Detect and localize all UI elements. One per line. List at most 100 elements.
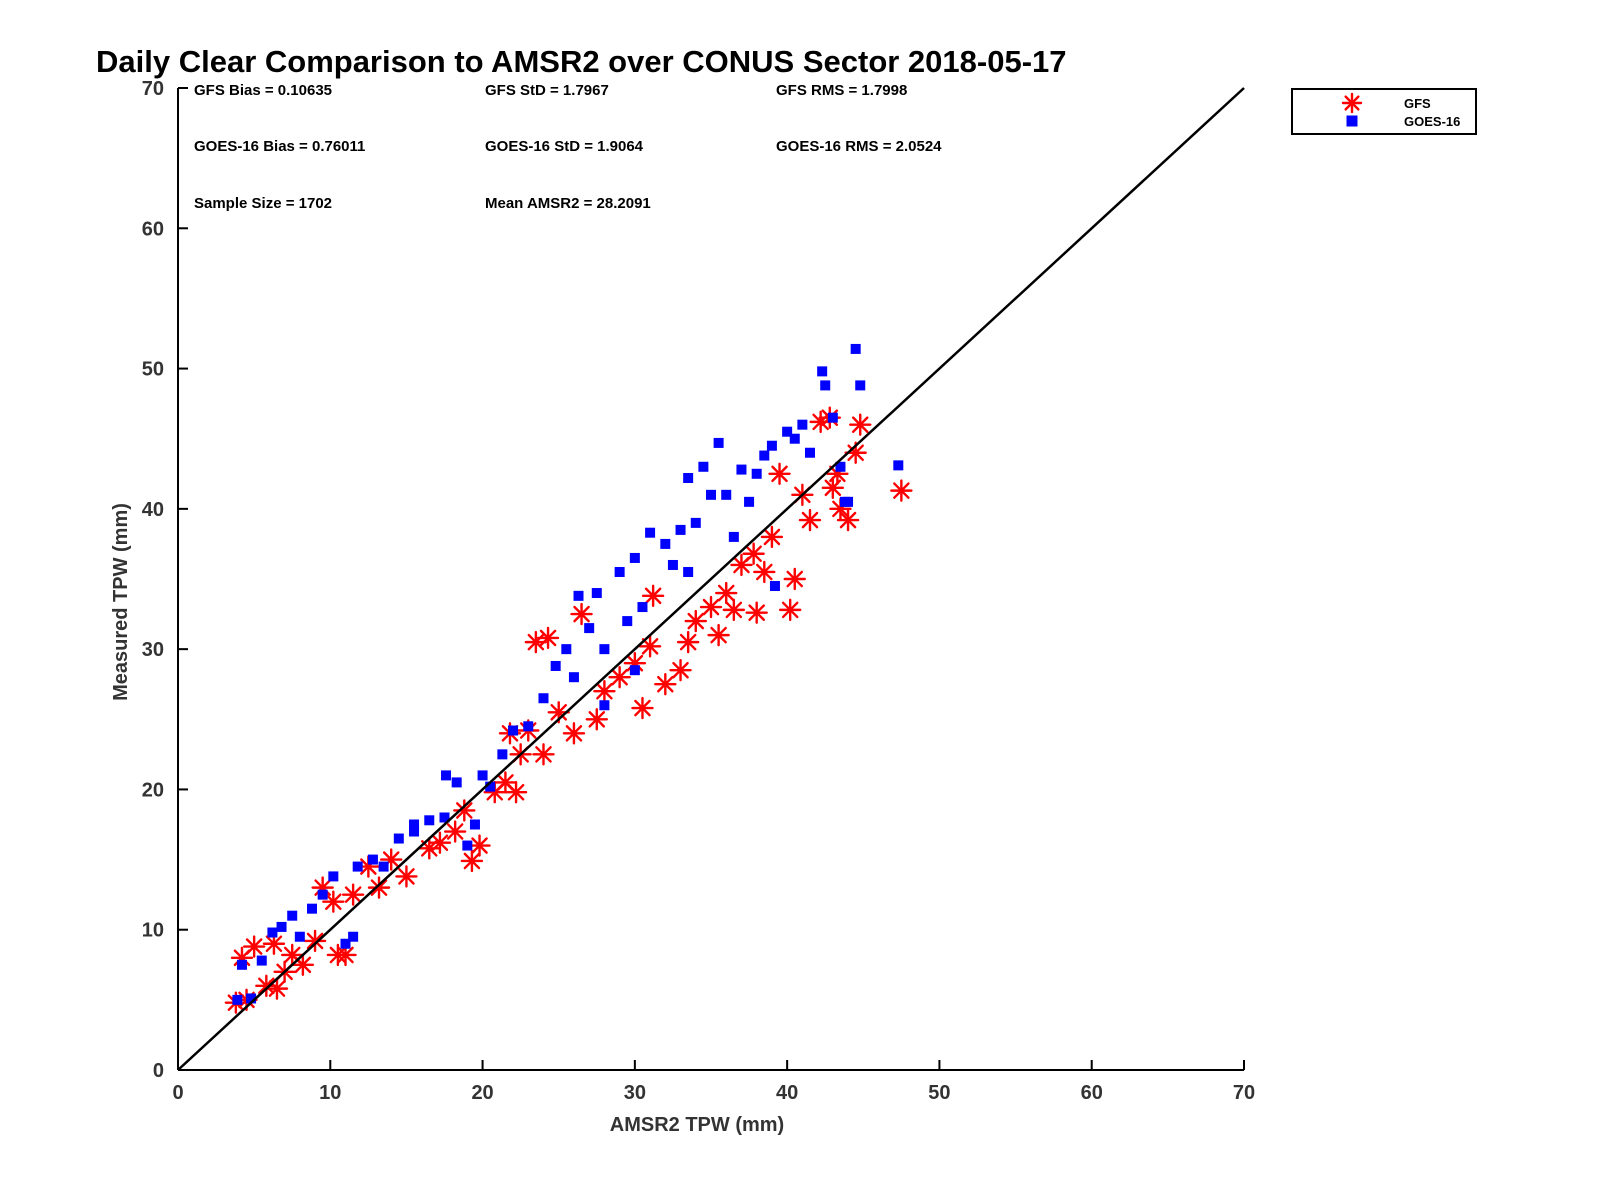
goes16-point (568, 672, 579, 683)
goes16-point (294, 931, 305, 942)
gfs-point (468, 834, 491, 857)
goes16-point (622, 616, 633, 627)
tick-labels: 0 10 20 30 40 50 60 70 0 10 20 30 40 50 60 70 (142, 78, 1255, 1104)
x-tick-label: 10 (319, 1082, 341, 1104)
x-tick-label: 0 (172, 1082, 183, 1104)
goes16-point (744, 496, 755, 507)
legend-gfs-marker (1341, 92, 1363, 114)
legend-label: GFS (1404, 96, 1431, 111)
gfs-point (341, 883, 365, 906)
gfs-point (844, 441, 867, 464)
goes16-point (751, 468, 762, 479)
goes16-point (328, 871, 339, 882)
gfs-point (593, 680, 616, 703)
gfs-bias-label: GFS Bias = 0.10635 (194, 82, 332, 99)
goes16-point (789, 433, 800, 444)
goes16-point (287, 910, 298, 921)
goes16-point (769, 581, 780, 592)
y-tick-label: 20 (142, 779, 164, 801)
goes16-point (232, 994, 243, 1005)
goes16-point (591, 588, 602, 599)
goes16-point (340, 938, 351, 949)
gfs-point (699, 595, 723, 619)
goes16-point (599, 700, 610, 711)
goes16-point (629, 665, 640, 676)
gfs-point (798, 508, 822, 532)
goes16-point (477, 770, 488, 781)
gfs-point (303, 929, 327, 953)
gfs-point (608, 666, 631, 689)
gfs-point (768, 462, 791, 485)
gfs-point (532, 743, 555, 766)
goes16-point (485, 781, 496, 792)
goes16-point (645, 527, 656, 538)
goes16-point (782, 426, 793, 437)
goes16-point (855, 380, 866, 391)
x-tick-label: 50 (928, 1082, 950, 1104)
goes16-point (469, 819, 480, 830)
gfs-point (242, 935, 266, 958)
y-tick-label: 60 (142, 218, 164, 240)
goes16-point (660, 538, 671, 549)
goes16-bias-label: GOES-16 Bias = 0.76011 (194, 138, 365, 155)
goes16-point (439, 812, 450, 823)
gfs-point (715, 581, 738, 605)
goes16-point (538, 693, 549, 704)
goes16-point (348, 931, 359, 942)
y-tick-label: 70 (142, 78, 164, 100)
goes16-point (706, 489, 716, 500)
gfs-point (778, 598, 802, 622)
goes16-point (409, 819, 420, 830)
gfs-point (722, 598, 746, 622)
x-tick-label: 40 (776, 1082, 798, 1104)
goes16-point (451, 777, 462, 788)
goes16-point (817, 366, 828, 377)
goes16-point (698, 461, 709, 472)
gfs-point (753, 560, 776, 584)
goes16-point (352, 861, 363, 872)
gfs-point (453, 799, 476, 822)
goes16-point (584, 623, 595, 634)
gfs-point (684, 609, 707, 633)
goes16-point (236, 959, 247, 970)
gfs-point (676, 630, 700, 654)
x-axis-label: AMSR2 TPW (mm) (610, 1114, 784, 1136)
goes16-point (736, 464, 747, 475)
gfs-point (428, 831, 452, 854)
goes16-point (246, 993, 257, 1004)
goes16-point (497, 749, 508, 760)
gfs-point (322, 890, 345, 913)
gfs-point (836, 508, 860, 532)
gfs-point (707, 623, 730, 647)
goes16-point (804, 447, 815, 458)
axes (177, 88, 1244, 1071)
goes16-point (561, 644, 572, 655)
gfs-point (783, 567, 806, 591)
legend: GFS GOES-16 (1291, 88, 1477, 135)
goes16-point (850, 343, 861, 354)
gfs-point (418, 837, 441, 860)
goes16-point (307, 903, 318, 914)
gfs-point (849, 413, 872, 436)
gfs-point (570, 602, 593, 626)
goes16-point (267, 927, 278, 938)
y-tick-label: 50 (142, 359, 164, 381)
goes16-point (573, 590, 584, 601)
y-tick-label: 40 (142, 499, 164, 521)
gfs-point (334, 943, 357, 967)
goes16-point (409, 826, 420, 837)
legend-goes16-marker (1346, 115, 1358, 127)
gfs-point (443, 820, 467, 843)
mean-amsr2-label: Mean AMSR2 = 28.2091 (485, 195, 651, 212)
goes16-point (759, 450, 770, 461)
goes16-point (797, 419, 808, 430)
goes16-point (827, 412, 838, 423)
goes16-point (843, 496, 854, 507)
points-layer (224, 343, 913, 1014)
goes16-point (713, 437, 724, 448)
goes16-point (667, 559, 678, 570)
gfs-point (460, 849, 484, 873)
goes16-point (378, 861, 389, 872)
goes16-point (893, 460, 904, 471)
